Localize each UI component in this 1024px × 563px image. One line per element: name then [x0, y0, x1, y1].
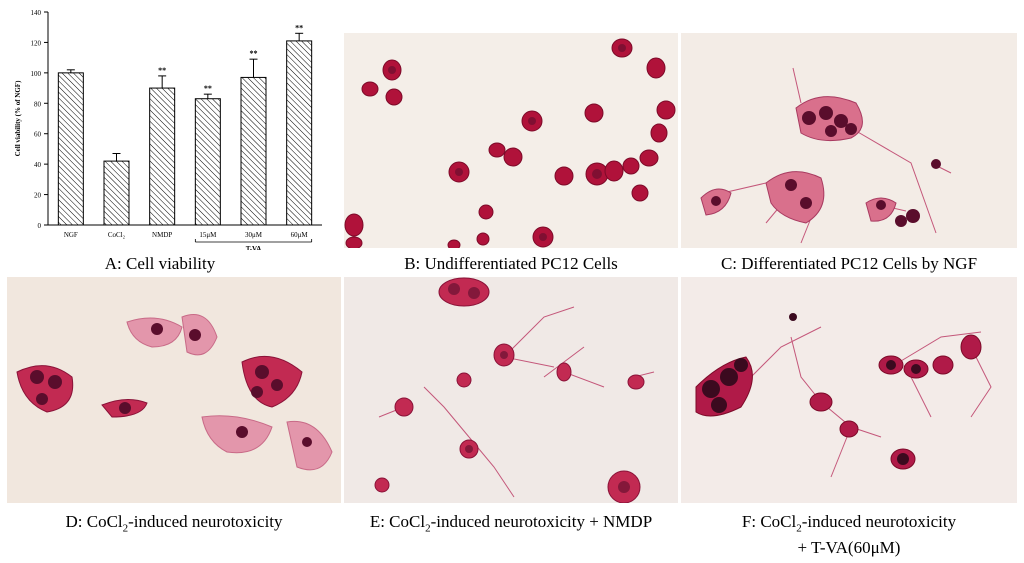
micrograph-d — [7, 277, 341, 503]
caption-f-line2: + T-VA(60μM) — [797, 538, 901, 558]
x-tick-label: 30μM — [245, 231, 263, 239]
bar — [103, 160, 130, 226]
x-tick-label: NGF — [64, 231, 78, 239]
significance-mark: ** — [158, 66, 166, 75]
y-axis-label: Cell viability (% of NGF) — [14, 80, 22, 156]
caption-b: B: Undifferentiated PC12 Cells — [404, 254, 618, 273]
caption-a: A: Cell viability — [104, 254, 216, 273]
micrograph-f — [681, 277, 1017, 503]
caption-f-line1: F: CoCl2-induced neurotoxicity — [681, 512, 1017, 538]
x-tick-label: 60μM — [291, 231, 309, 239]
caption-f: F: CoCl2-induced neurotoxicity + T-VA(60… — [681, 512, 1017, 558]
y-tick-label: 140 — [31, 9, 42, 17]
x-tick-label: CoCl₂ — [108, 231, 126, 239]
caption-d-suffix: -induced neurotoxicity — [128, 512, 283, 531]
significance-mark: ** — [204, 84, 212, 93]
y-tick-label: 80 — [34, 100, 42, 108]
y-tick-label: 100 — [31, 70, 42, 78]
x-tick-label: NMDP — [152, 231, 172, 239]
significance-mark: ** — [295, 23, 303, 32]
viability-chart: 0 20 40 60 80 100 120 140 Cell viability (% of N… — [14, 9, 322, 253]
bar — [149, 87, 176, 226]
micrograph-e — [344, 277, 678, 503]
caption-e-prefix: E: CoCl — [369, 512, 426, 531]
micrograph-c — [681, 33, 1017, 248]
chart-panel: 0 20 40 60 80 100 120 140 Cell viability (% of N… — [0, 0, 340, 253]
micrograph-c-image — [681, 33, 1017, 248]
y-tick-label: 0 — [38, 222, 42, 230]
caption-f-prefix: F: CoCl — [741, 512, 797, 531]
caption-f-suffix: -induced neurotoxicity — [801, 512, 957, 531]
caption-c: C: Differentiated PC12 Cells by NGF — [720, 254, 978, 273]
bar — [286, 40, 313, 226]
micrograph-e-image — [344, 277, 678, 503]
bar — [240, 76, 267, 226]
caption-d-subscript: 2 — [122, 522, 129, 535]
x-tick-label: 15μM — [199, 231, 217, 239]
group-label: T-VA — [246, 245, 262, 250]
y-tick-label: 40 — [34, 161, 42, 169]
caption-e-suffix: -induced neurotoxicity + NMDP — [430, 512, 653, 531]
caption-d-prefix: D: CoCl — [65, 512, 123, 531]
micrograph-f-image — [681, 277, 1017, 503]
significance-mark: ** — [250, 49, 258, 58]
bar — [194, 98, 221, 226]
caption-d: D: CoCl2-induced neurotoxicity — [7, 512, 341, 538]
micrograph-d-image — [7, 277, 341, 503]
caption-e: E: CoCl2-induced neurotoxicity + NMDP — [344, 512, 678, 538]
y-tick-label: 60 — [34, 131, 42, 139]
y-tick-label: 120 — [31, 39, 42, 47]
caption-e-subscript: 2 — [425, 522, 431, 535]
bar — [57, 72, 84, 226]
caption-f-subscript: 2 — [796, 522, 802, 535]
micrograph-b-image — [344, 33, 678, 248]
micrograph-b — [344, 33, 678, 248]
y-tick-label: 20 — [34, 192, 42, 200]
